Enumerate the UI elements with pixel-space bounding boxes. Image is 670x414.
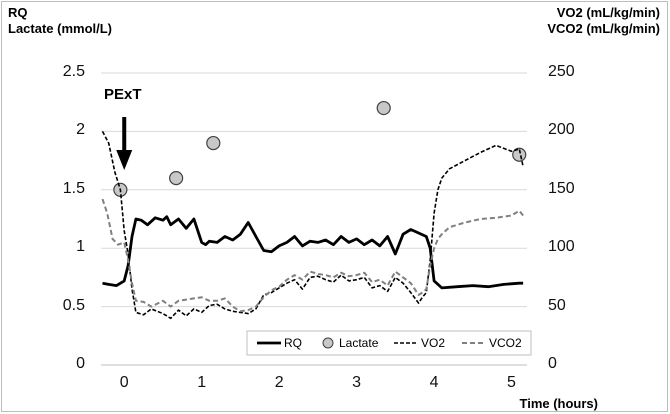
y-left-tick-label: 2 xyxy=(76,121,85,139)
y-left-tick-label: 0 xyxy=(76,355,85,372)
x-axis-title: Time (hours) xyxy=(519,396,599,411)
y-right-tick-label: 50 xyxy=(548,296,566,314)
lactate-point xyxy=(512,147,527,162)
x-tick-label: 5 xyxy=(507,374,516,391)
x-tick-label: 3 xyxy=(352,374,362,391)
vo2-series-line xyxy=(101,131,524,320)
y-right-tick-label: 100 xyxy=(548,238,575,256)
right-axis-title-line-1: VO2 (mL/kg/min) xyxy=(556,5,660,20)
right-axis-title-line-2: VCO2 (mL/kg/min) xyxy=(547,21,660,36)
lactate-point xyxy=(169,171,184,186)
legend-lactate-label: Lactate xyxy=(339,336,379,350)
pext-arrow-head xyxy=(116,150,133,170)
x-tick-label: 4 xyxy=(429,374,439,391)
legend-vo2-label: VO2 xyxy=(421,336,445,350)
y-right-tick-label: 150 xyxy=(548,179,575,197)
legend-box xyxy=(246,330,532,356)
lactate-point xyxy=(206,135,221,151)
left-axis-title-line-1: RQ xyxy=(8,5,28,20)
y-left-tick-label: 1 xyxy=(76,238,85,256)
y-left-tick-label: 2.5 xyxy=(62,63,85,80)
legend-lactate-marker xyxy=(322,337,334,349)
y-right-tick-label: 200 xyxy=(548,121,575,139)
rq-series-line xyxy=(102,215,524,290)
x-tick-label: 0 xyxy=(119,374,129,391)
vco2-series-line xyxy=(101,198,524,313)
legend-rq-label: RQ xyxy=(284,336,302,350)
pext-annotation: PExT xyxy=(104,86,142,103)
left-axis-title-line-2: Lactate (mmol/L) xyxy=(8,21,113,36)
legend-vco2-label: VCO2 xyxy=(489,336,522,350)
lactate-point xyxy=(376,100,391,116)
y-left-tick-label: 1.5 xyxy=(62,179,85,197)
y-right-tick-label: 250 xyxy=(548,63,575,80)
y-left-tick-label: 0.5 xyxy=(62,296,85,314)
x-tick-label: 1 xyxy=(197,374,207,391)
x-tick-label: 2 xyxy=(274,374,284,391)
y-right-tick-label: 0 xyxy=(548,355,557,372)
